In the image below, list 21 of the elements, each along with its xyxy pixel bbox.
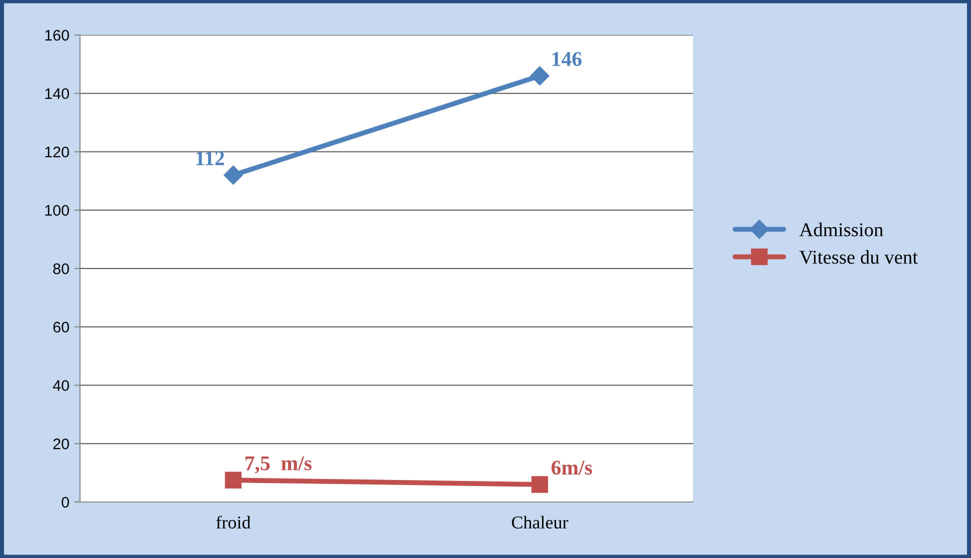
x-tick-label: froid [216,516,251,529]
data-label: 6m/s [552,460,592,475]
y-tick-label: 120 [45,146,69,158]
y-tick-label: 160 [45,30,69,41]
legend-label: Vitesse du vent [799,250,918,264]
y-tick-label: 100 [45,204,69,216]
y-tick-label: 60 [53,322,69,333]
data-label: 7,5 m/s [246,456,312,474]
point [224,472,242,488]
y-tick-label: 80 [53,263,69,274]
data-label: 112 [196,151,224,166]
data-label: 146 [552,52,582,66]
point [530,66,550,86]
legend-label: Admission [799,222,884,236]
y-tick-label: 20 [53,438,69,450]
point [531,476,548,493]
point [224,166,243,185]
y-tick-label: 40 [52,380,69,391]
y-tick-label: 0 [62,496,69,508]
y-tick-label: 140 [45,88,69,100]
x-tick-label: Chaleur [512,516,568,529]
